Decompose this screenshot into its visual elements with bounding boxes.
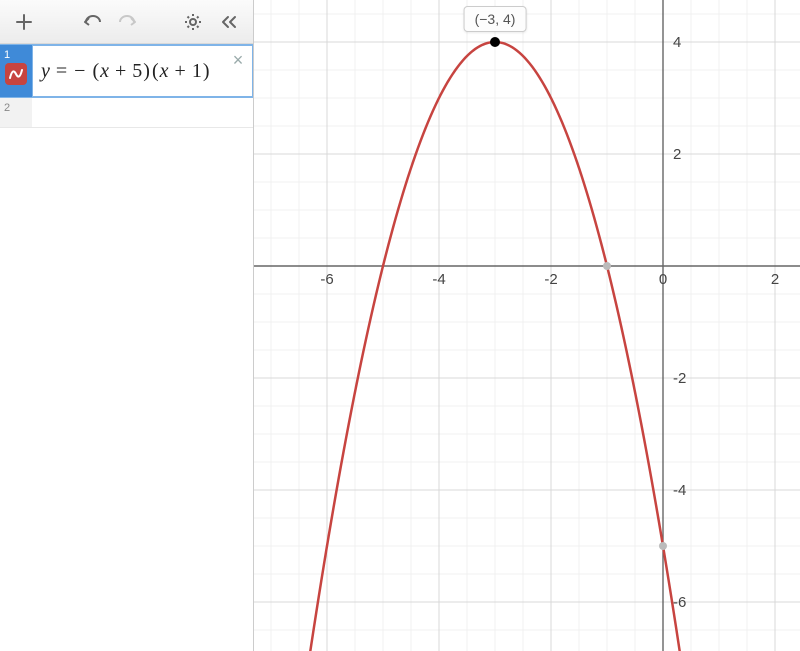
collapse-panel-button[interactable] bbox=[213, 6, 245, 38]
graph-area[interactable]: -6 -4 -2 0 2 -6 -4 -2 2 4 (−3, 4) bbox=[254, 0, 800, 651]
svg-text:-2: -2 bbox=[544, 271, 557, 288]
gear-icon bbox=[184, 13, 202, 31]
svg-text:4: 4 bbox=[673, 34, 681, 51]
expression-index: 2 bbox=[0, 98, 32, 127]
expression-panel: 1y = − (x + 5)(x + 1)×2 bbox=[0, 0, 254, 651]
expression-list: 1y = − (x + 5)(x + 1)×2 bbox=[0, 44, 253, 651]
graph-canvas: -6 -4 -2 0 2 -6 -4 -2 2 4 bbox=[254, 0, 800, 651]
svg-text:-4: -4 bbox=[432, 271, 445, 288]
settings-button[interactable] bbox=[177, 6, 209, 38]
expression-color-badge[interactable] bbox=[5, 63, 27, 85]
svg-text:0: 0 bbox=[659, 271, 667, 288]
svg-text:-2: -2 bbox=[673, 370, 686, 387]
graph-point[interactable] bbox=[659, 542, 667, 550]
expression-toolbar bbox=[0, 0, 253, 44]
svg-text:2: 2 bbox=[771, 271, 779, 288]
chevron-double-left-icon bbox=[220, 15, 238, 29]
wave-icon bbox=[8, 66, 24, 82]
svg-text:2: 2 bbox=[673, 146, 681, 163]
svg-text:-4: -4 bbox=[673, 482, 686, 499]
undo-button[interactable] bbox=[76, 6, 108, 38]
delete-expression-button[interactable]: × bbox=[229, 51, 247, 69]
expression-row[interactable]: 1y = − (x + 5)(x + 1)× bbox=[0, 44, 253, 98]
graph-point[interactable] bbox=[490, 37, 500, 47]
plus-icon bbox=[15, 13, 33, 31]
svg-text:-6: -6 bbox=[673, 594, 686, 611]
add-expression-button[interactable] bbox=[8, 6, 40, 38]
expression-input[interactable]: y = − (x + 5)(x + 1) bbox=[32, 45, 253, 97]
expression-row[interactable]: 2 bbox=[0, 98, 253, 128]
desmos-calculator: 1y = − (x + 5)(x + 1)×2 -6-4-202-6-4-224… bbox=[0, 0, 800, 651]
redo-button[interactable] bbox=[112, 6, 144, 38]
undo-icon bbox=[82, 14, 102, 30]
svg-text:-6: -6 bbox=[320, 271, 333, 288]
point-label: (−3, 4) bbox=[464, 6, 527, 32]
graph-point[interactable] bbox=[603, 262, 611, 270]
redo-icon bbox=[118, 14, 138, 30]
expression-input[interactable] bbox=[32, 98, 253, 127]
